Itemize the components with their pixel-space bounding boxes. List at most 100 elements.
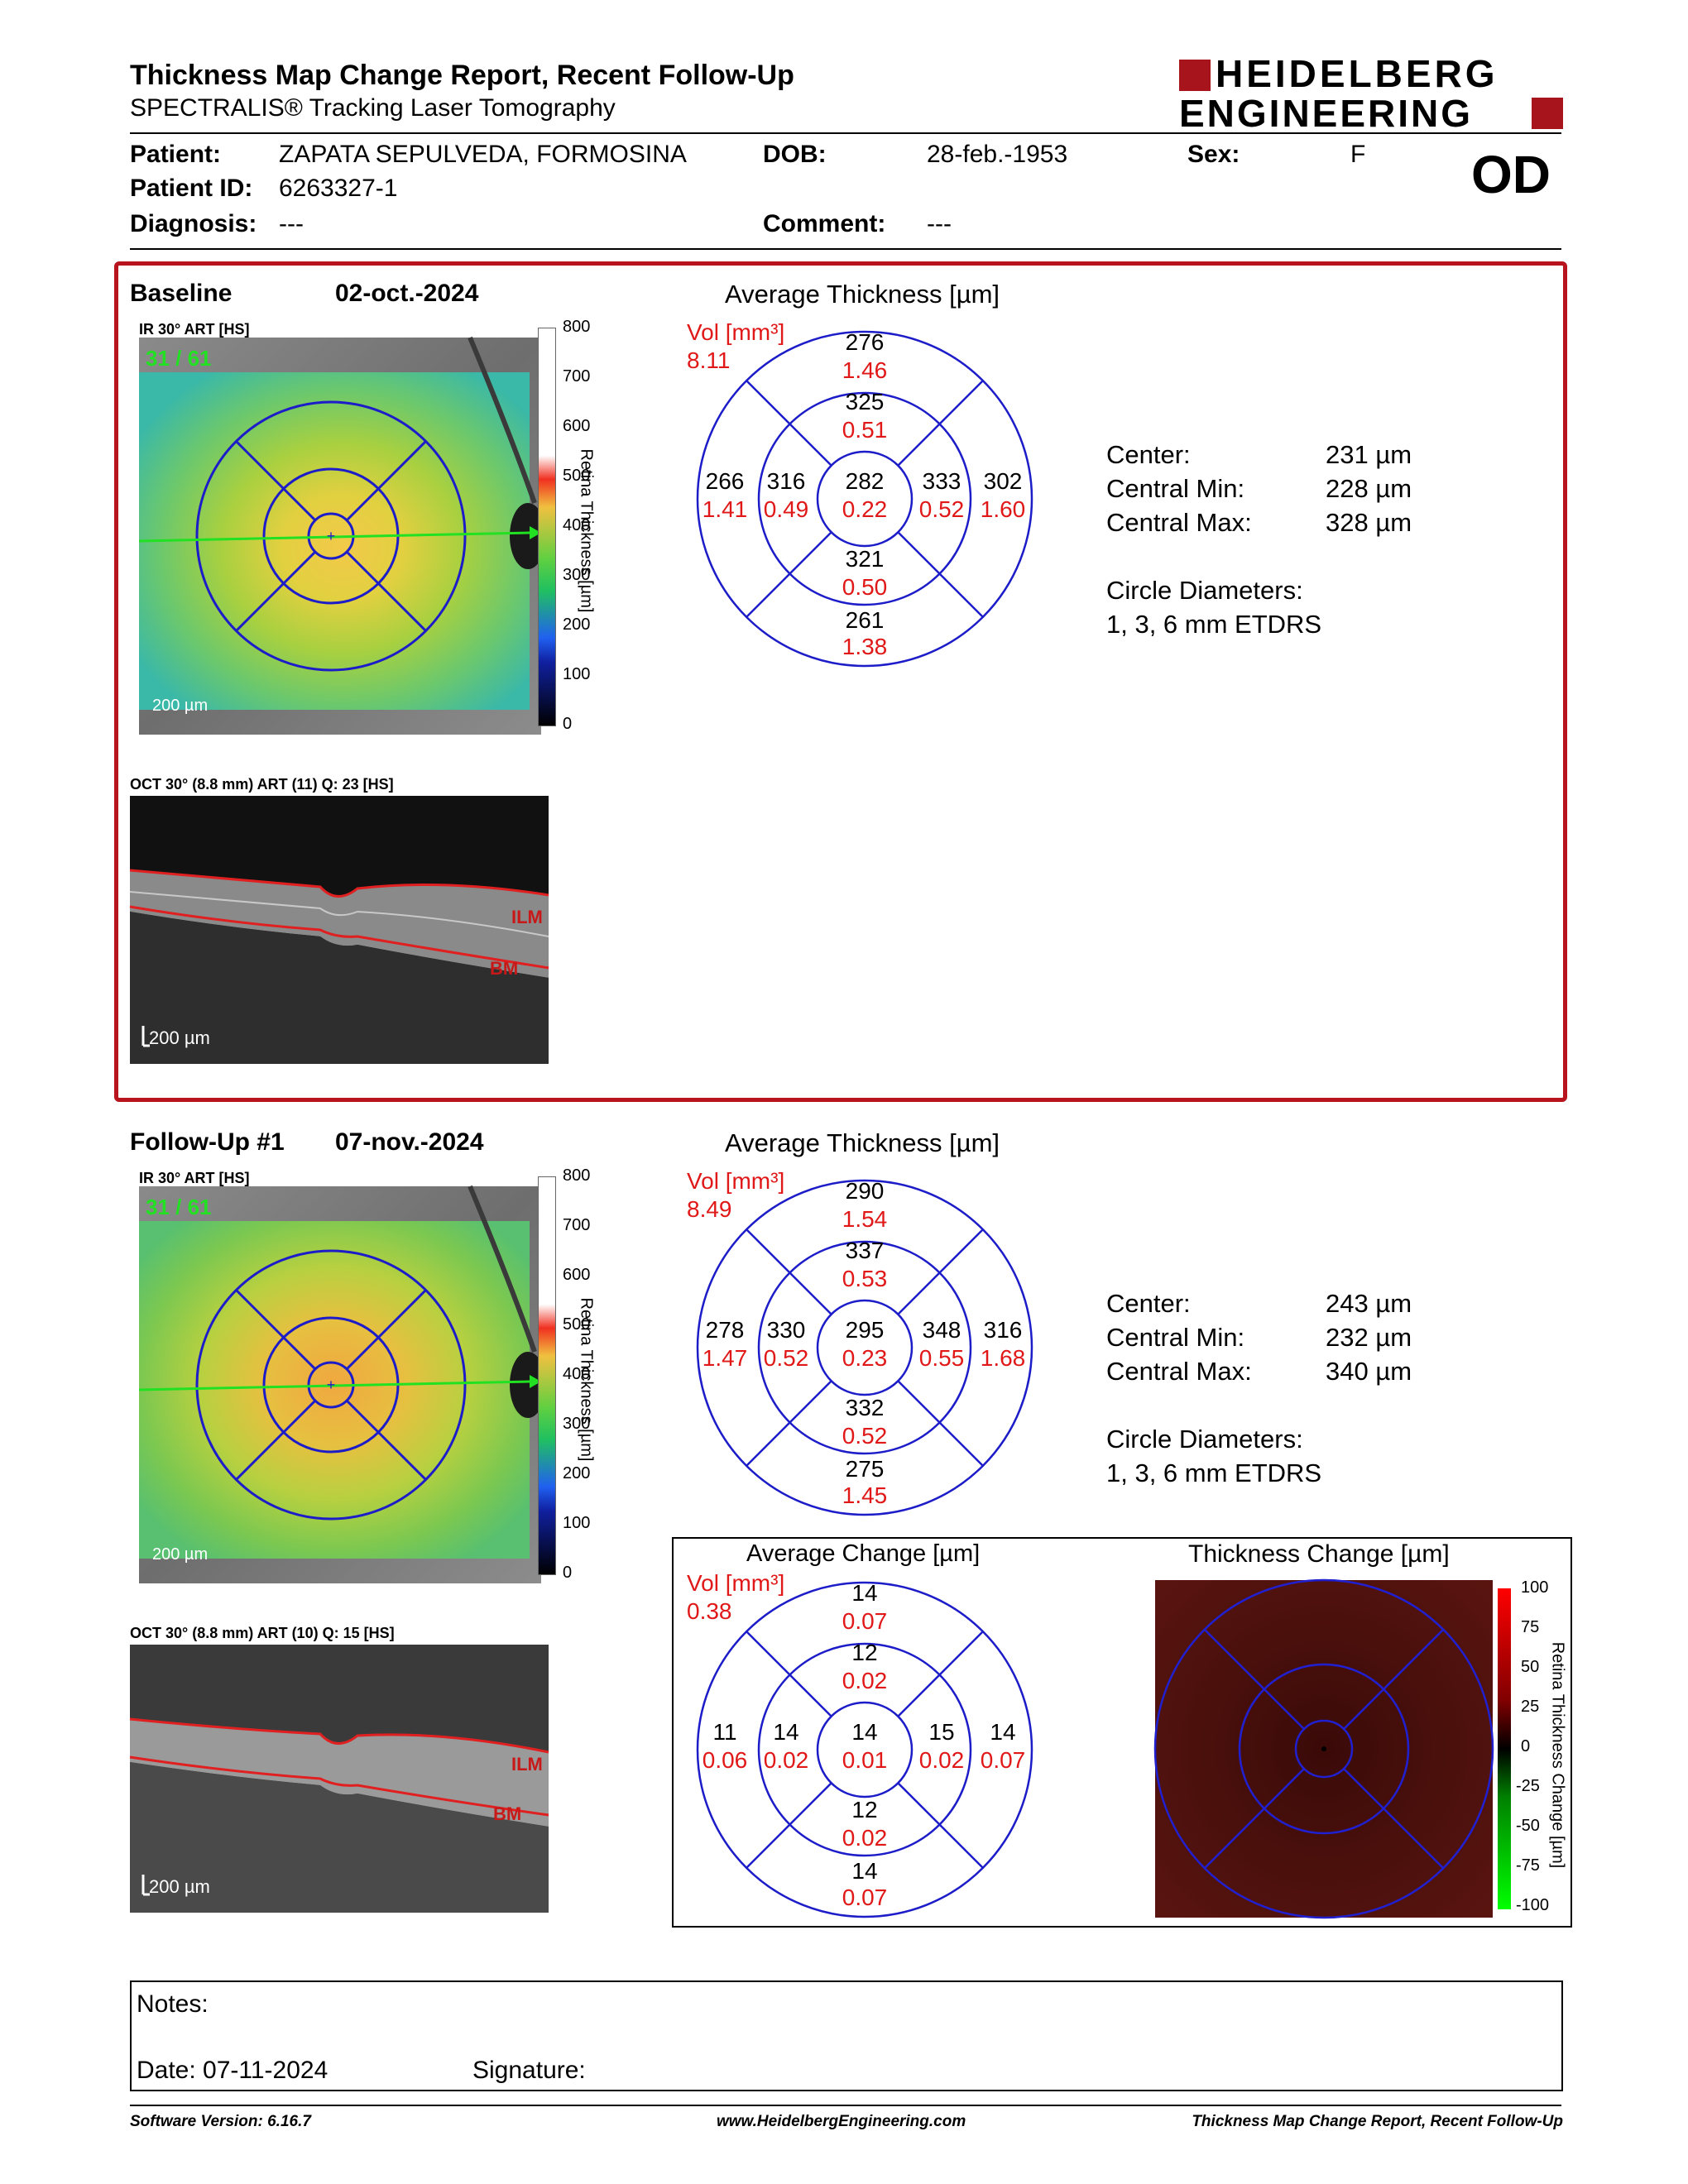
- change-avg-title: Average Change [µm]: [746, 1540, 981, 1567]
- baseline-center-thickness: 282: [845, 468, 885, 494]
- baseline-vol-label: Vol [mm³]: [687, 319, 785, 345]
- baseline-thickness-map: +: [138, 336, 546, 735]
- change-colorbar-ticks: 100 75 50 25 0 -25 -50 -75 -100: [1516, 1578, 1571, 1914]
- followup-vol-label: Vol [mm³]: [687, 1168, 785, 1194]
- baseline-tick: 300: [563, 566, 591, 584]
- followup-thickness-map: +: [138, 1185, 546, 1583]
- followup-inner-left-thickness: 330: [766, 1317, 806, 1343]
- change-outer-bottom-volume: 0.07: [842, 1885, 888, 1910]
- change-inner-top-thickness: 12: [851, 1640, 878, 1665]
- followup-outer-top-volume: 1.54: [842, 1206, 888, 1232]
- header-divider: [130, 132, 1561, 134]
- baseline-oct-caption: OCT 30° (8.8 mm) ART (11) Q: 23 [HS]: [130, 776, 394, 793]
- baseline-tick: 700: [563, 367, 591, 386]
- change-inner-left-thickness: 14: [773, 1719, 799, 1745]
- followup-outer-right-thickness: 316: [983, 1317, 1023, 1343]
- followup-tick: 200: [563, 1464, 591, 1482]
- followup-inner-bottom-thickness: 332: [845, 1395, 885, 1420]
- followup-tick: 700: [563, 1216, 591, 1234]
- followup-center-volume: 0.23: [842, 1345, 888, 1371]
- baseline-central-min-value: 228 µm: [1326, 474, 1412, 503]
- baseline-bm-label: BM: [490, 958, 519, 979]
- change-tick: 50: [1521, 1658, 1540, 1676]
- notes-label: Notes:: [137, 1990, 209, 2018]
- followup-tick: 0: [563, 1564, 573, 1582]
- baseline-inner-left-thickness: 316: [766, 468, 806, 494]
- baseline-inner-bottom-thickness: 321: [845, 546, 885, 572]
- followup-tick: 500: [563, 1315, 591, 1334]
- change-inner-top-volume: 0.02: [842, 1668, 888, 1693]
- footer-website: www.HeidelbergEngineering.com: [717, 2113, 966, 2130]
- change-tick: 75: [1521, 1618, 1540, 1636]
- followup-central-min-value: 232 µm: [1326, 1323, 1412, 1352]
- baseline-panel: [114, 261, 1567, 1102]
- change-colorbar-title: Retina Thickness Change [µm]: [1548, 1641, 1567, 1869]
- logo-line2: ENGINEERING: [1179, 92, 1474, 135]
- svg-text:+: +: [327, 528, 336, 544]
- followup-frame-counter: 31 / 61: [146, 1195, 212, 1219]
- followup-colorbar: [538, 1176, 556, 1575]
- comment-label: Comment:: [763, 210, 886, 237]
- notes-box[interactable]: Notes: Date: 07-11-2024 Signature:: [130, 1980, 1563, 2091]
- change-inner-right-thickness: 15: [928, 1719, 955, 1745]
- comment-value: ---: [927, 210, 952, 237]
- followup-date: 07-nov.-2024: [335, 1128, 484, 1156]
- logo-square-bottom: [1532, 98, 1563, 129]
- followup-inner-top-thickness: 337: [845, 1238, 885, 1263]
- sex-value: F: [1350, 141, 1366, 168]
- followup-outer-left-thickness: 278: [705, 1317, 745, 1343]
- change-map-title: Thickness Change [µm]: [1188, 1540, 1450, 1568]
- baseline-central-min-label: Central Min:: [1106, 474, 1245, 503]
- followup-etdrs-grid: [696, 1179, 1033, 1516]
- footer-report-name: Thickness Map Change Report, Recent Foll…: [1192, 2113, 1563, 2130]
- followup-central-max-value: 340 µm: [1326, 1357, 1412, 1386]
- change-center-thickness: 14: [851, 1719, 878, 1745]
- logo-line1: HEIDELBERG: [1216, 52, 1499, 95]
- baseline-tick: 200: [563, 615, 591, 634]
- baseline-tick: 400: [563, 516, 591, 534]
- notes-date: Date: 07-11-2024: [137, 2057, 328, 2084]
- baseline-label: Baseline: [130, 280, 233, 307]
- baseline-tick: 0: [563, 715, 573, 733]
- followup-central-max-label: Central Max:: [1106, 1357, 1252, 1386]
- followup-colorbar-title: Retina Thickness [µm]: [577, 1297, 596, 1462]
- baseline-tick: 600: [563, 417, 591, 435]
- followup-tick: 300: [563, 1415, 591, 1433]
- followup-bm-label: BM: [493, 1803, 522, 1824]
- svg-text:+: +: [327, 1377, 336, 1393]
- baseline-tick: 500: [563, 467, 591, 485]
- change-colorbar: [1498, 1588, 1511, 1909]
- thickness-change-map: [1153, 1578, 1494, 1919]
- baseline-inner-top-volume: 0.51: [842, 417, 888, 443]
- followup-inner-right-thickness: 348: [922, 1317, 961, 1343]
- change-tick: -100: [1516, 1896, 1550, 1914]
- followup-central-min-label: Central Min:: [1106, 1323, 1245, 1352]
- followup-outer-left-volume: 1.47: [702, 1345, 748, 1371]
- change-outer-right-thickness: 14: [990, 1719, 1016, 1745]
- baseline-tick: 800: [563, 318, 591, 336]
- change-inner-bottom-thickness: 12: [851, 1797, 878, 1822]
- baseline-frame-counter: 31 / 61: [146, 346, 212, 371]
- baseline-outer-top-thickness: 276: [845, 329, 885, 355]
- footer-software-version: Software Version: 6.16.7: [130, 2113, 311, 2130]
- followup-outer-top-thickness: 290: [845, 1178, 885, 1204]
- heidelberg-logo: HEIDELBERG ENGINEERING: [1179, 52, 1564, 135]
- eye-label: OD: [1471, 145, 1551, 204]
- change-vol-total: 0.38: [687, 1598, 732, 1624]
- patient-id-value: 6263327-1: [279, 175, 398, 202]
- baseline-inner-left-volume: 0.49: [763, 496, 809, 522]
- change-outer-top-volume: 0.07: [842, 1608, 888, 1634]
- signature-label: Signature:: [472, 2057, 586, 2084]
- followup-inner-bottom-volume: 0.52: [842, 1423, 888, 1449]
- footer-divider: [130, 2105, 1561, 2106]
- report-subtitle: SPECTRALIS® Tracking Laser Tomography: [130, 94, 616, 122]
- baseline-oct-scale: 200 µm: [149, 1027, 210, 1048]
- baseline-outer-top-volume: 1.46: [842, 357, 888, 383]
- followup-vol-total: 8.49: [687, 1196, 732, 1222]
- change-panel: [672, 1537, 1572, 1928]
- baseline-center-value: 231 µm: [1326, 440, 1412, 469]
- followup-inner-left-volume: 0.52: [763, 1345, 809, 1371]
- baseline-ilm-label: ILM: [511, 907, 543, 927]
- baseline-circle-value: 1, 3, 6 mm ETDRS: [1106, 610, 1322, 639]
- followup-inner-top-volume: 0.53: [842, 1266, 888, 1291]
